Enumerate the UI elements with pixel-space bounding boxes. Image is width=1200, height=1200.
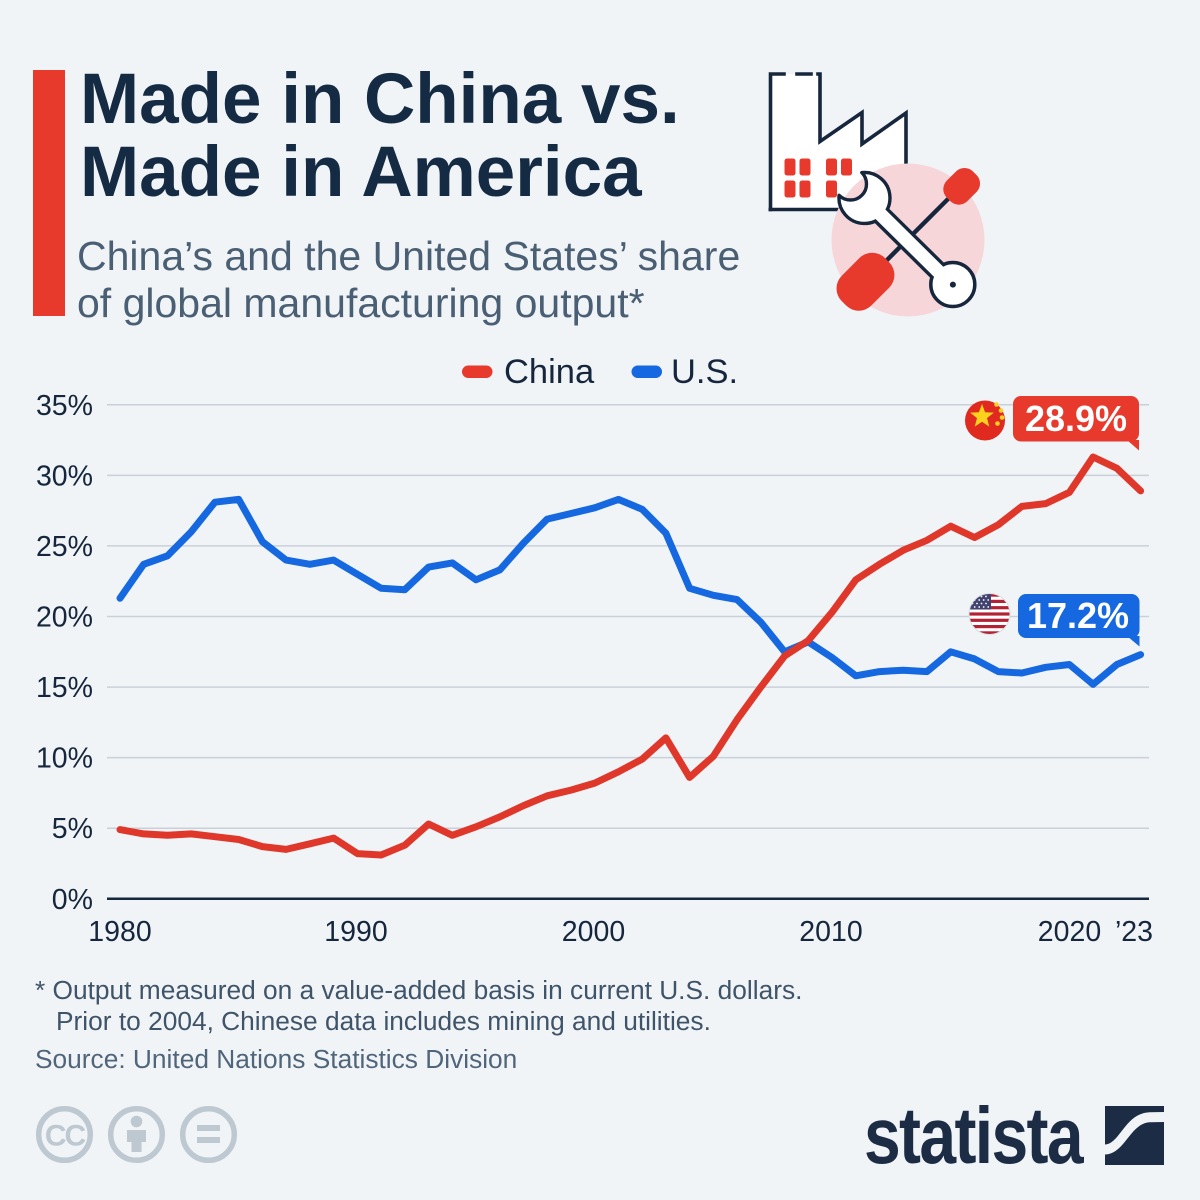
svg-text:1980: 1980	[88, 916, 151, 948]
svg-text:25%: 25%	[36, 531, 93, 563]
svg-text:15%: 15%	[36, 672, 93, 704]
svg-text:10%: 10%	[36, 743, 93, 775]
svg-text:2020: 2020	[1038, 916, 1101, 948]
svg-text:20%: 20%	[36, 602, 93, 634]
svg-text:0%: 0%	[52, 884, 93, 916]
svg-text:’23: ’23	[1115, 916, 1153, 948]
svg-text:U.S.: U.S.	[671, 353, 738, 391]
svg-text:35%: 35%	[36, 390, 93, 422]
svg-text:2000: 2000	[562, 916, 625, 948]
svg-text:1990: 1990	[324, 916, 387, 948]
svg-text:17.2%: 17.2%	[1027, 595, 1129, 636]
svg-text:2010: 2010	[799, 916, 862, 948]
svg-text:CC: CC	[45, 1120, 86, 1153]
svg-text:30%: 30%	[36, 460, 93, 492]
svg-text:28.9%: 28.9%	[1025, 398, 1127, 439]
svg-text:China: China	[504, 353, 595, 391]
svg-text:5%: 5%	[52, 813, 93, 845]
